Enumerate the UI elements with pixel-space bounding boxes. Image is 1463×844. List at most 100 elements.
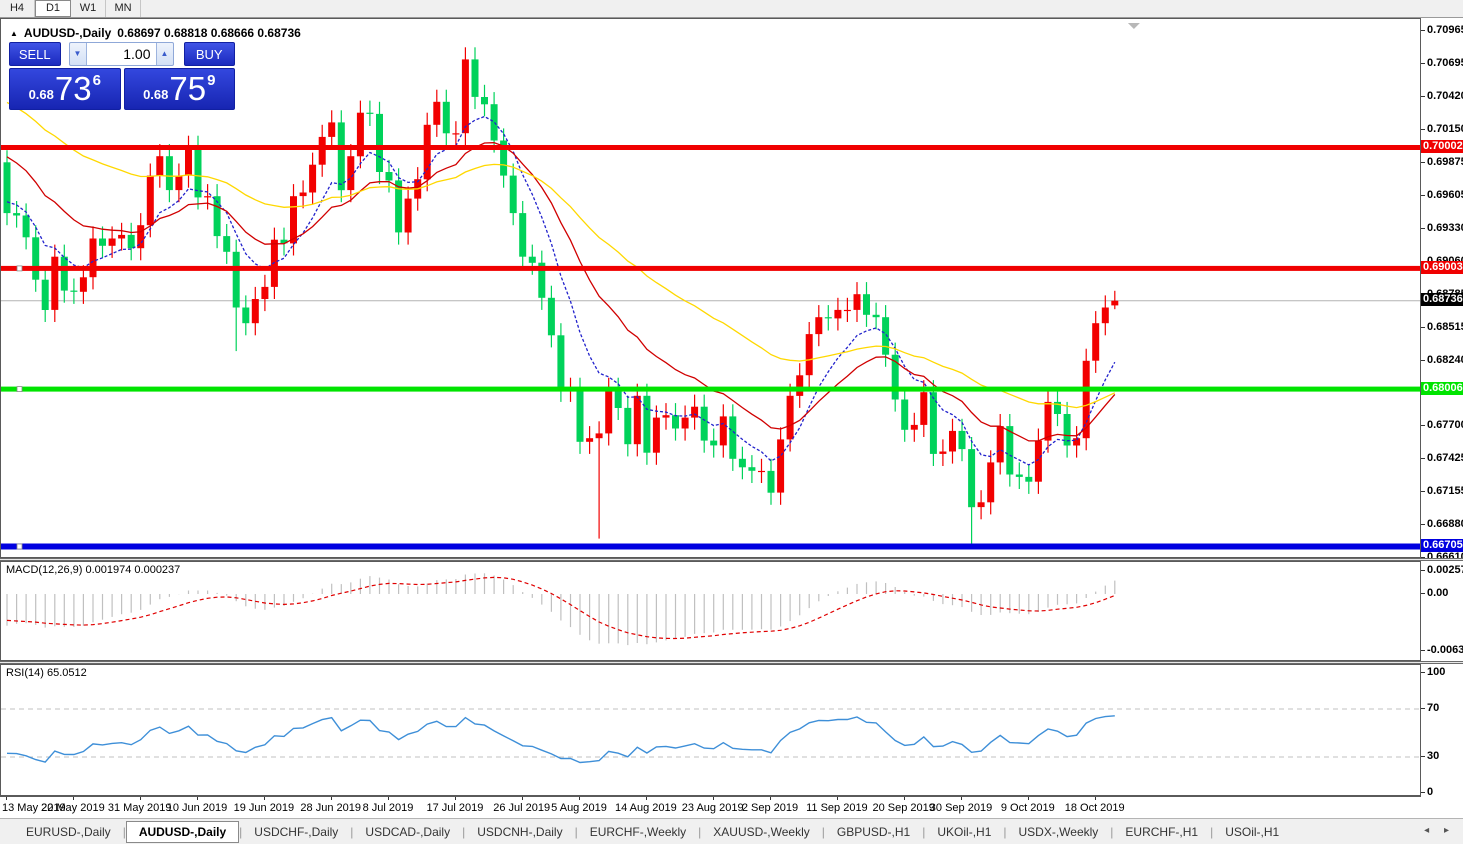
tab-gbpusd-h1[interactable]: GBPUSD-,H1 [836, 824, 911, 839]
tab-audusd-daily[interactable]: AUDUSD-,Daily [125, 820, 240, 843]
time-axis-label: 9 Oct 2019 [1000, 802, 1055, 814]
tab-usdchf-daily[interactable]: USDCHF-,Daily [254, 824, 339, 839]
scale-tick [1421, 425, 1425, 427]
candle-body [662, 415, 670, 418]
candle-body [987, 462, 995, 503]
time-axis[interactable]: 13 May 2019 22 May 2019 31 May 2019 10 Jun … [0, 796, 1421, 819]
sell-price-display[interactable]: 0.68 73 6 [9, 68, 121, 110]
volume-increase-icon[interactable]: ▲ [160, 49, 169, 58]
moving-average-mid[interactable] [6, 142, 1116, 442]
candle-body [490, 104, 498, 141]
candle-body [347, 156, 355, 191]
candle-body [939, 451, 947, 454]
tab-eurchf-weekly[interactable]: EURCHF-,Weekly [589, 824, 687, 839]
chart-title: AUDUSD-,Daily [23, 26, 112, 40]
tab-usdx-weekly[interactable]: USDX-,Weekly [1018, 824, 1099, 839]
candle-body [1044, 401, 1052, 441]
timeframe-button-d1[interactable]: D1 [35, 0, 71, 17]
moving-average-slow[interactable] [6, 101, 1116, 409]
scale-tick [1421, 756, 1425, 757]
candle-body [786, 395, 794, 440]
scale-tick-label: 0.67700 [1427, 419, 1463, 432]
candle-body [299, 192, 307, 197]
tab-ukoil-h1[interactable]: UKOil-,H1 [937, 824, 992, 839]
pane-splitter-macd[interactable] [0, 558, 1463, 561]
tab-separator: | [122, 824, 126, 839]
horizontal-line-0.69003[interactable] [1, 265, 1420, 271]
price-marker-0.68006: 0.68006 [1421, 381, 1463, 395]
scale-tick [1421, 128, 1425, 130]
candle-body [204, 196, 212, 198]
tab-separator: | [1110, 824, 1114, 839]
candle-body [232, 251, 240, 308]
candlestick-chart[interactable] [1, 19, 1420, 557]
candle-body [576, 389, 584, 442]
tab-usoil-h1[interactable]: USOil-,H1 [1225, 824, 1280, 839]
candle-body [127, 234, 135, 249]
macd-chart[interactable] [1, 562, 1420, 660]
timeframe-button-mn[interactable]: MN [106, 0, 141, 17]
horizontal-line-0.70002[interactable] [1, 145, 1420, 150]
timeframe-button-h4[interactable]: H4 [0, 0, 35, 17]
rsi-indicator-pane[interactable]: RSI(14) 65.0512 [0, 664, 1421, 796]
scale-tick-label: -0.006326 [1427, 643, 1463, 656]
volume-decrease-icon[interactable]: ▼ [73, 49, 82, 58]
candle-body [280, 239, 288, 244]
candle-body [22, 215, 30, 238]
sell-button[interactable]: SELL [9, 42, 61, 66]
buy-price-pipette: 9 [207, 72, 216, 89]
time-axis-tick [770, 797, 771, 800]
buy-price-main: 75 [169, 70, 207, 107]
scale-tick [1421, 570, 1425, 571]
scale-tick [1421, 593, 1425, 594]
time-axis-label: 26 Jul 2019 [493, 802, 551, 814]
scale-splitter [1421, 558, 1463, 561]
candle-body [834, 309, 842, 319]
buy-button[interactable]: BUY [183, 42, 235, 66]
candle-body [958, 430, 966, 450]
candle-body [691, 406, 699, 418]
sell-price-pipette: 6 [92, 72, 101, 89]
line-anchor-handle[interactable] [16, 265, 23, 272]
buy-price-prefix: 0.68 [143, 87, 169, 102]
scale-tick-label: 0.70695 [1427, 56, 1463, 69]
tab-xauusd-weekly[interactable]: XAUUSD-,Weekly [713, 824, 810, 839]
time-axis-label: 17 Jul 2019 [426, 802, 484, 814]
candle-body [337, 122, 345, 191]
price-scale[interactable]: 0.70965 0.70695 0.70420 0.70150 0.69875 0.696… [1421, 18, 1463, 798]
tab-usdcad-daily[interactable]: USDCAD-,Daily [365, 824, 451, 839]
line-anchor-handle[interactable] [16, 543, 23, 550]
tab-eurusd-daily[interactable]: EURUSD-,Daily [26, 824, 111, 839]
timeframe-button-w1[interactable]: W1 [71, 0, 106, 17]
candle-body [1025, 476, 1033, 482]
candle-body [748, 467, 756, 471]
tab-usdcnh-daily[interactable]: USDCNH-,Daily [477, 824, 563, 839]
candle-body [309, 164, 317, 193]
candle-body [929, 392, 937, 454]
rsi-chart[interactable] [1, 665, 1420, 795]
scale-tick [1421, 227, 1425, 229]
one-click-collapse-icon[interactable]: ▲ [10, 28, 18, 38]
volume-input[interactable] [85, 43, 157, 65]
price-chart-pane[interactable]: ▲ AUDUSD-,Daily 0.68697 0.68818 0.68666 … [0, 18, 1421, 558]
line-anchor-handle[interactable] [16, 386, 23, 393]
scale-tick-label: 0.66610 [1427, 551, 1463, 563]
tab-eurchf-h1[interactable]: EURCHF-,H1 [1125, 824, 1199, 839]
horizontal-line-0.68006[interactable] [1, 386, 1420, 392]
pane-splitter-rsi[interactable] [0, 661, 1463, 664]
scale-tick [1421, 491, 1425, 492]
chart-shift-marker-icon [1127, 23, 1140, 29]
time-axis-label: 18 Oct 2019 [1064, 802, 1125, 814]
buy-price-display[interactable]: 0.68 75 9 [123, 68, 235, 110]
macd-indicator-pane[interactable]: MACD(12,26,9) 0.001974 0.000237 [0, 561, 1421, 661]
candle-body [376, 113, 383, 172]
candle-body [996, 426, 1004, 463]
tab-scroll-arrows[interactable]: ◂ ▸ [1424, 825, 1455, 836]
scale-tick-label: 0.70965 [1427, 24, 1463, 36]
scale-tick [1421, 708, 1425, 709]
moving-average-fast[interactable] [6, 115, 1116, 466]
candle-body [500, 140, 508, 176]
horizontal-line-0.66705[interactable] [1, 543, 1420, 550]
candle-body [863, 294, 870, 315]
